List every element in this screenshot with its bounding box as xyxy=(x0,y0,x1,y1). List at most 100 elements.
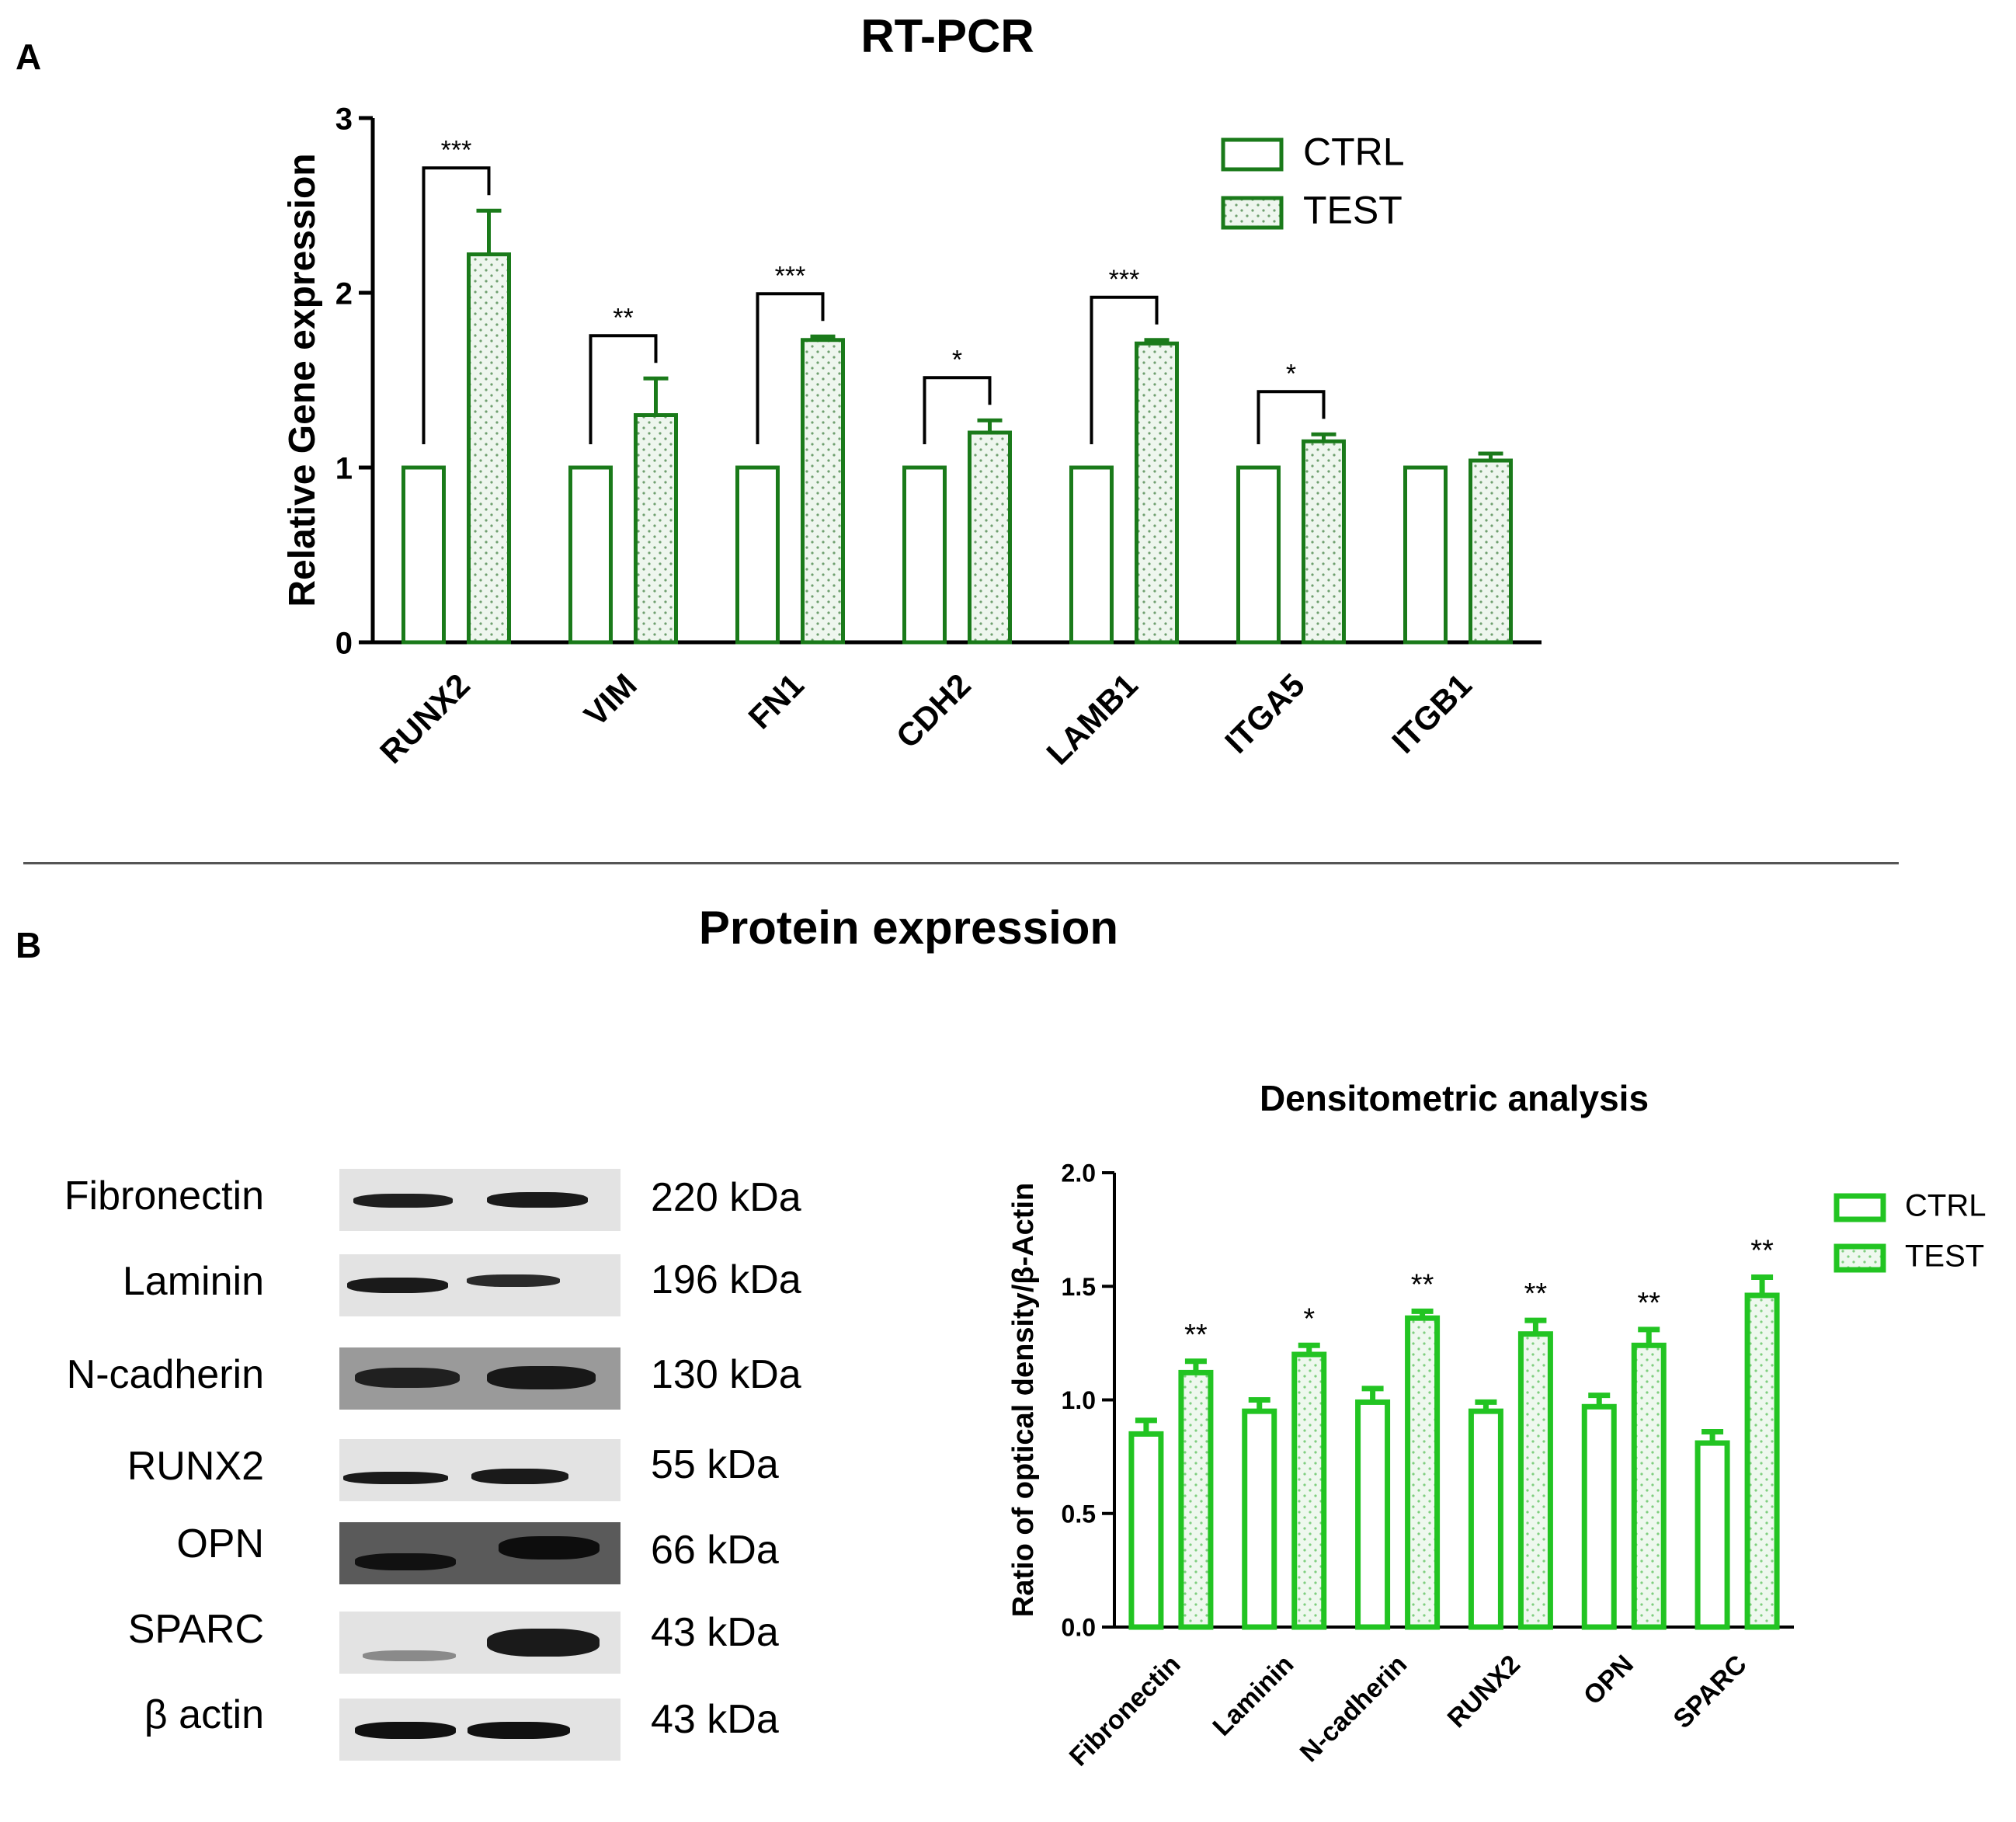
wb-label: OPN xyxy=(176,1521,264,1566)
x-tick-label: Fibronectin xyxy=(1064,1650,1187,1772)
blot-strip xyxy=(339,1612,620,1674)
wb-kda: 66 kDa xyxy=(651,1528,779,1573)
significance-label: *** xyxy=(775,261,806,290)
y-tick-label: 1.5 xyxy=(1062,1273,1096,1301)
bar-ctrl xyxy=(735,465,780,645)
significance-label: ** xyxy=(1524,1278,1548,1310)
wb-kda: 220 kDa xyxy=(651,1175,801,1220)
panel-a-title: RT-PCR xyxy=(860,10,1034,62)
x-tick-label: SPARC xyxy=(1667,1650,1752,1734)
significance-bracket xyxy=(422,166,491,444)
blot-strip xyxy=(339,1522,620,1584)
legend-label-test: TEST xyxy=(1905,1240,1984,1274)
blot-strip xyxy=(339,1169,620,1231)
significance-bracket xyxy=(1257,390,1326,444)
y-tick-label: 0.0 xyxy=(1062,1614,1096,1642)
wb-label: Fibronectin xyxy=(64,1174,264,1219)
legend-swatch-test xyxy=(1834,1243,1886,1273)
significance-label: ** xyxy=(1750,1235,1774,1267)
bar-test xyxy=(634,413,678,645)
bar-test xyxy=(1291,1351,1327,1630)
wb-label: SPARC xyxy=(127,1607,264,1652)
legend-label-test: TEST xyxy=(1303,188,1403,231)
legend-swatch-ctrl xyxy=(1834,1193,1886,1222)
significance-label: ** xyxy=(613,303,633,332)
wb-kda: 55 kDa xyxy=(651,1442,779,1487)
x-tick-label: ITGA5 xyxy=(1218,666,1312,760)
significance-label: * xyxy=(1286,359,1296,388)
panel-b-title: Protein expression xyxy=(698,902,1119,954)
wb-kda: 196 kDa xyxy=(651,1257,801,1302)
bar-ctrl xyxy=(1468,1408,1503,1630)
significance-label: * xyxy=(1303,1302,1315,1335)
bar-test xyxy=(1302,439,1346,645)
significance-label: * xyxy=(952,345,962,374)
legend-label-ctrl: CTRL xyxy=(1905,1189,1986,1223)
bar-ctrl xyxy=(1236,465,1281,645)
legend-swatch-test xyxy=(1221,196,1284,230)
significance-bracket xyxy=(756,292,825,444)
bar-ctrl xyxy=(1128,1431,1164,1630)
y-tick-label: 3 xyxy=(335,102,353,136)
wb-kda: 43 kDa xyxy=(651,1697,779,1742)
bar-ctrl xyxy=(1694,1440,1730,1630)
bar-test xyxy=(1517,1331,1553,1630)
bar-test xyxy=(1469,458,1513,645)
bar-ctrl xyxy=(1242,1408,1277,1630)
bar-ctrl xyxy=(1355,1399,1391,1630)
x-tick-label: FN1 xyxy=(742,666,811,735)
x-tick-label: RUNX2 xyxy=(1442,1650,1526,1733)
significance-label: ** xyxy=(1411,1268,1434,1301)
legend-swatch-ctrl xyxy=(1221,137,1284,172)
significance-label: ** xyxy=(1184,1319,1208,1351)
x-tick-label: ITGB1 xyxy=(1385,666,1479,760)
panel-b-letter: B xyxy=(16,925,42,965)
x-tick-label: VIM xyxy=(577,666,644,733)
y-tick-label: 0.5 xyxy=(1062,1500,1096,1528)
x-tick-label: CDH2 xyxy=(889,666,978,755)
y-tick-label: 1.0 xyxy=(1062,1386,1096,1414)
significance-bracket xyxy=(923,376,992,444)
x-tick-label: LAMB1 xyxy=(1039,666,1145,772)
significance-label: *** xyxy=(1109,265,1140,294)
western-blot: Fibronectin 220 kDa Laminin 196 kDa N-ca… xyxy=(0,1157,932,1779)
bar-test xyxy=(1744,1292,1780,1630)
bar-test xyxy=(1631,1342,1667,1630)
x-tick-label: OPN xyxy=(1578,1650,1639,1711)
wb-label: N-cadherin xyxy=(66,1352,264,1397)
blot-strip xyxy=(339,1254,620,1316)
significance-label: *** xyxy=(441,135,472,165)
y-axis-label: Ratio of optical density/β-Actin xyxy=(1007,1183,1040,1617)
wb-kda: 43 kDa xyxy=(651,1610,779,1655)
x-tick-label: N-cadherin xyxy=(1295,1650,1413,1768)
legend-label-ctrl: CTRL xyxy=(1303,130,1405,173)
bar-ctrl xyxy=(568,465,613,645)
significance-bracket xyxy=(589,334,658,444)
panel-a-letter: A xyxy=(16,37,42,77)
y-tick-label: 2 xyxy=(335,276,353,311)
wb-label: β actin xyxy=(144,1692,264,1737)
chart-title: Densitometric analysis xyxy=(1260,1078,1649,1118)
x-tick-label: Laminin xyxy=(1207,1650,1299,1742)
y-tick-label: 2.0 xyxy=(1062,1160,1096,1187)
section-divider xyxy=(23,862,1899,864)
bar-test xyxy=(467,252,511,645)
y-tick-label: 1 xyxy=(335,451,353,485)
wb-kda: 130 kDa xyxy=(651,1352,801,1397)
bar-test xyxy=(1178,1369,1214,1630)
bar-ctrl xyxy=(902,465,947,645)
blot-strip xyxy=(339,1699,620,1761)
bar-test xyxy=(801,338,845,645)
blot-strip xyxy=(339,1439,620,1501)
y-axis-label: Relative Gene expression xyxy=(282,153,323,607)
blot-strip xyxy=(339,1347,620,1410)
bar-test xyxy=(1405,1315,1441,1630)
wb-label: Laminin xyxy=(122,1259,264,1304)
bar-ctrl xyxy=(401,465,446,645)
y-tick-label: 0 xyxy=(335,626,353,660)
bar-test xyxy=(968,430,1012,645)
significance-label: ** xyxy=(1637,1287,1660,1320)
x-tick-label: RUNX2 xyxy=(373,666,477,770)
significance-bracket xyxy=(1090,295,1159,444)
